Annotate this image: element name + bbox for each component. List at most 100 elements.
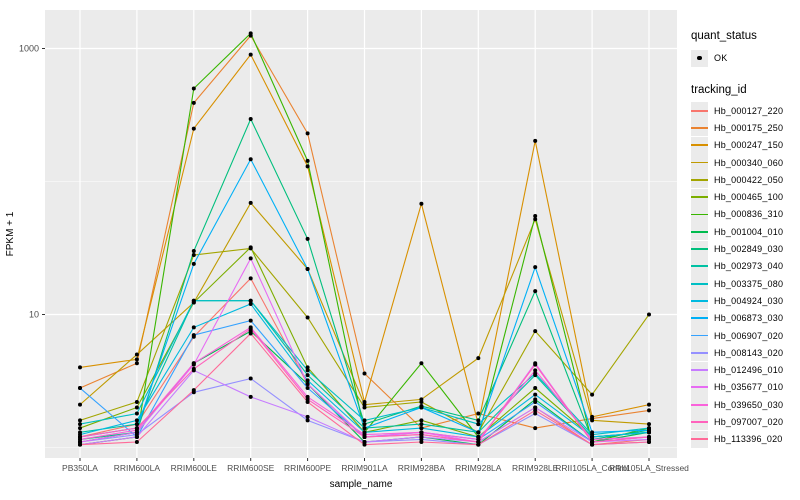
data-point [362,442,367,447]
data-point [590,442,595,447]
data-point [248,326,253,331]
plot-panel [45,10,677,458]
data-point [134,434,139,439]
legend-item-Hb_002849_030: Hb_002849_030 [691,240,797,258]
legend-key-line-icon [691,119,708,137]
x-axis-tick-label: RRIM928LA [455,463,502,473]
data-point [248,298,253,303]
y-axis-tick-label: 1000 [19,44,39,54]
data-point [191,249,196,254]
data-point [419,201,424,206]
data-point [78,422,82,427]
data-point [533,214,538,219]
legend-item-label: Hb_003375_080 [714,278,784,289]
data-point [134,352,139,357]
data-point [134,411,139,416]
legend-key-line-icon [691,240,708,258]
legend-item-Hb_004924_030: Hb_004924_030 [691,292,797,310]
legend-item-Hb_000127_220: Hb_000127_220 [691,102,797,120]
data-point [305,158,310,163]
data-point [362,371,367,376]
data-point [305,365,310,370]
legend-key-line-icon [691,257,708,275]
legend-item-Hb_000422_050: Hb_000422_050 [691,171,797,189]
data-point [305,368,310,373]
data-point [476,442,481,447]
legend-key-line-icon [691,292,708,310]
data-point [248,376,253,381]
data-point [191,388,196,393]
data-point [533,265,538,270]
data-point [248,117,253,122]
data-point [419,361,424,366]
data-point [191,261,196,266]
data-point [134,426,139,431]
data-point [78,365,82,370]
legend-item-Hb_006907_020: Hb_006907_020 [691,327,797,344]
data-point [647,402,651,407]
data-point [533,368,538,373]
data-point [248,200,253,205]
legend-tracking-entries: Hb_000127_220 Hb_000175_250 Hb_000247_150 H… [691,102,797,448]
legend-key-line-icon [691,275,708,293]
x-axis-tick-label: RRIM901LA [341,463,388,473]
data-point [305,131,310,136]
legend-key-line-icon [691,396,708,414]
legend-group-tracking-id: tracking_id Hb_000127_220 Hb_000175_250 Hb… [691,84,797,448]
data-point [78,402,82,407]
legend-item-label: Hb_001004_010 [714,226,784,237]
legend-item-Hb_008143_020: Hb_008143_020 [691,344,797,362]
data-point [533,411,538,416]
legend-item-Hb_003375_080: Hb_003375_080 [691,275,797,293]
data-point [134,422,139,427]
data-point [248,394,253,399]
legend-key-line-icon [691,171,708,189]
legend-item-Hb_000247_150: Hb_000247_150 [691,136,797,154]
data-point [191,100,196,105]
legend-item-Hb_000836_310: Hb_000836_310 [691,205,797,223]
data-point [134,357,139,362]
data-point [248,31,253,36]
data-point [419,432,424,437]
data-point [476,418,481,423]
legend-item-label: Hb_113396_020 [714,434,783,445]
legend-item-Hb_039650_030: Hb_039650_030 [691,396,797,414]
legend-item-label: Hb_039650_030 [714,399,784,410]
data-point [362,418,367,423]
legend-title-quant-status: quant_status [691,30,757,42]
data-point [305,266,310,271]
legend-key-line-icon [691,223,708,241]
data-point [191,325,196,330]
legend-item-Hb_002973_040: Hb_002973_040 [691,257,797,275]
data-point [78,426,82,431]
legend-item-label: Hb_008143_020 [714,347,784,358]
x-axis-tick-label: PB350LA [62,463,98,473]
data-point [134,418,139,423]
data-point [191,298,196,303]
legend-item-Hb_035677_010: Hb_035677_010 [691,378,797,396]
legend-key-line-icon [691,378,708,396]
x-axis-tick-label: RRIM600LE [171,463,218,473]
legend-item-label: Hb_002849_030 [714,244,784,255]
data-point [362,426,367,431]
data-point [590,430,595,435]
x-axis-tick-label: RRIM600SE [227,463,275,473]
data-point [362,434,367,439]
legend-item-label: Hb_000175_250 [714,122,784,133]
data-point [533,392,538,397]
data-point [419,405,424,410]
legend-key-line-icon [691,430,708,448]
data-point [647,408,651,413]
data-point [248,301,253,306]
fpkm-line-chart: 1000 10 PB350LA RRIM600LA RRIM600LE RRIM600SE… [5,10,689,490]
data-point [78,442,82,447]
data-point [78,434,82,439]
legend-item-label: Hb_000127_220 [714,105,784,116]
legend-item-Hb_006873_030: Hb_006873_030 [691,309,797,327]
y-axis-title: FPKM + 1 [5,211,16,256]
data-point [533,329,538,334]
data-point [533,371,538,376]
legend-key-line-icon [691,344,708,362]
data-point [248,52,253,57]
data-point [533,405,538,410]
